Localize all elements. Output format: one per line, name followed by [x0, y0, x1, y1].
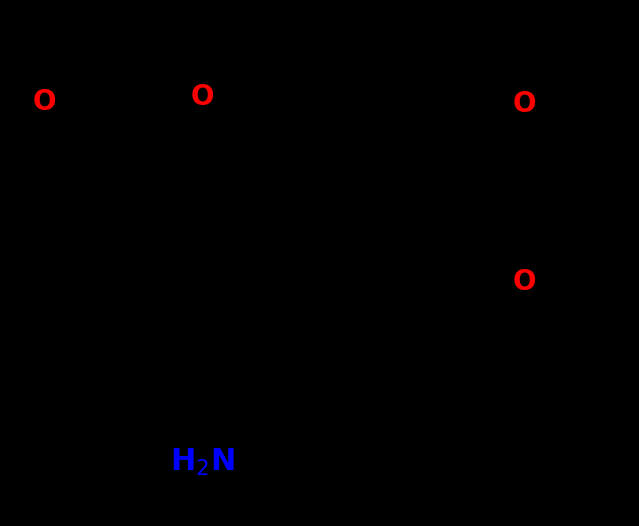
Text: H$_2$N: H$_2$N [170, 447, 235, 479]
Text: O: O [512, 268, 535, 296]
Text: O: O [512, 90, 535, 118]
Text: O: O [191, 83, 215, 111]
Text: O: O [33, 88, 56, 116]
